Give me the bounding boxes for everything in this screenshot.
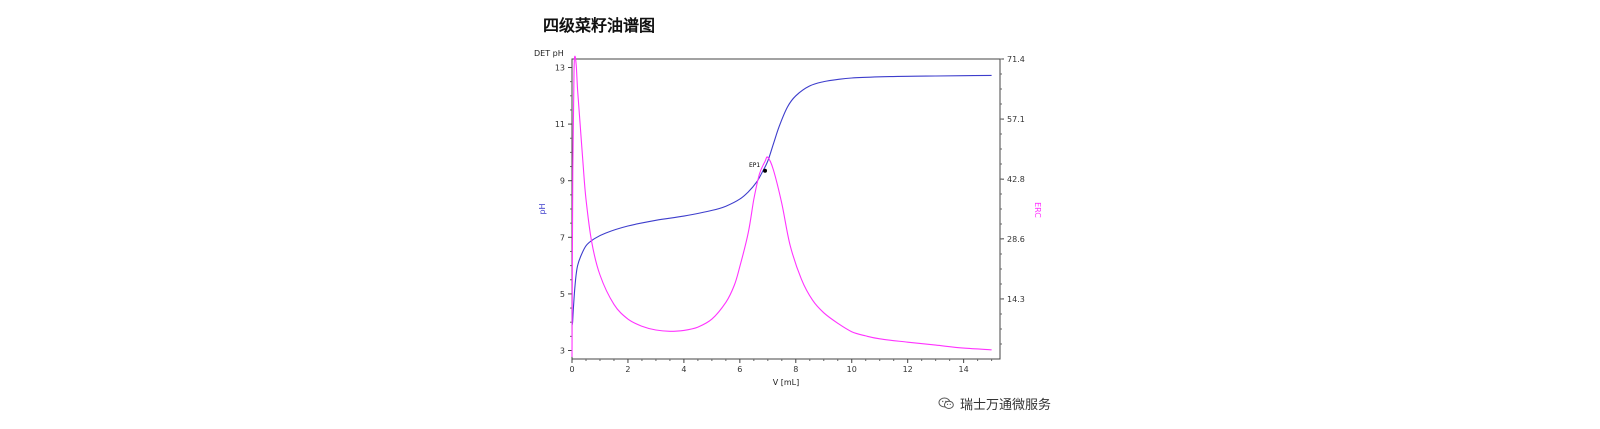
x-tick-label: 6: [737, 365, 742, 374]
y-left-tick-label: 9: [560, 177, 565, 186]
y-left-tick-label: 3: [560, 347, 565, 356]
y-left-tick-label: 13: [555, 63, 565, 72]
y-left-tick-label: 5: [560, 290, 565, 299]
x-tick-label: 14: [959, 365, 969, 374]
x-tick-label: 2: [625, 365, 630, 374]
ep1-marker: [763, 168, 768, 173]
x-tick-label: 12: [903, 365, 913, 374]
watermark: 瑞士万通微服务: [938, 394, 1051, 413]
y-left-axis-label: pH: [538, 203, 547, 214]
y-right-tick-label: 14.3: [1007, 295, 1025, 304]
y-right-tick-label: 57.1: [1007, 115, 1025, 124]
ep1-label: EP1: [749, 162, 760, 169]
watermark-text: 瑞士万通微服务: [960, 398, 1052, 413]
page-title: 四级菜籽油谱图: [543, 16, 656, 35]
x-tick-label: 10: [847, 365, 857, 374]
ph-curve: [571, 74, 992, 326]
x-axis-label: V [mL]: [773, 378, 800, 387]
x-tick-label: 4: [681, 365, 686, 374]
x-tick-label: 8: [793, 365, 798, 374]
y-right-tick-label: 28.6: [1007, 235, 1025, 244]
top-left-label: DET pH: [534, 49, 564, 58]
erc-curve: [571, 55, 992, 357]
y-right-tick-label: 42.8: [1007, 175, 1025, 184]
y-left-tick-label: 7: [560, 233, 565, 242]
wechat-icon: [938, 397, 954, 409]
y-right-tick-label: 71.4: [1007, 55, 1025, 64]
x-tick-label: 0: [569, 365, 574, 374]
plot-frame: [571, 58, 1001, 360]
y-left-tick-label: 11: [555, 120, 565, 129]
y-right-axis-label: ERC: [1033, 202, 1042, 218]
